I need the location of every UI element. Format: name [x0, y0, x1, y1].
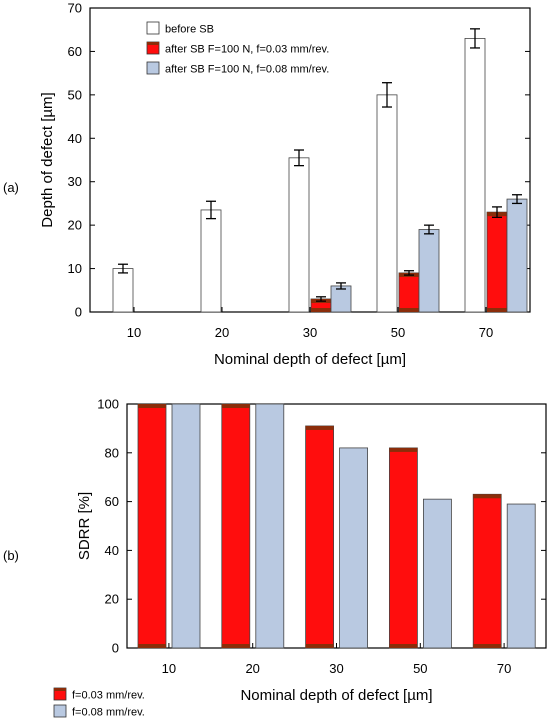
bar-f008 — [330, 285, 352, 313]
x-tick-label: 20 — [215, 325, 229, 340]
y-tick-label: 30 — [68, 174, 82, 189]
bar-bottom-band — [305, 644, 334, 648]
bar-bottom-band — [138, 644, 166, 648]
bar-before — [376, 94, 398, 313]
y-tick-label: 20 — [68, 218, 82, 233]
legend-label: f=0.08 mm/rev. — [72, 707, 145, 719]
y-tick-label: 40 — [68, 131, 82, 146]
y-tick-label: 80 — [105, 445, 119, 460]
chart-a: 0 10 20 30 40 50 60 70 10 20 30 50 70 Nominal depth o… — [39, 1, 531, 368]
legend-swatch-band — [54, 688, 66, 691]
legend-label: after SB F=100 N, f=0.03 mm/rev. — [165, 44, 329, 56]
bar-f003 — [137, 403, 167, 649]
bar-f008 — [506, 503, 536, 649]
bar-f003 — [472, 493, 502, 649]
x-tick-label: 30 — [329, 661, 343, 676]
x-tick-label: 50 — [391, 325, 405, 340]
y-axis-title: SDRR [%] — [76, 492, 93, 560]
y-tick-label: 10 — [68, 261, 82, 276]
y-tick-label: 0 — [75, 305, 82, 320]
bar-before — [112, 268, 134, 313]
y-tick-label: 40 — [105, 543, 119, 558]
bar-bottom-band — [311, 308, 331, 312]
legend-label: f=0.03 mm/rev. — [72, 690, 145, 702]
legend-label: before SB — [165, 24, 214, 36]
bar-f003 — [486, 211, 508, 313]
y-tick-label: 50 — [68, 87, 82, 102]
bar-f008 — [255, 403, 285, 649]
bar-before — [200, 209, 222, 313]
x-tick-label: 70 — [497, 661, 511, 676]
y-tick-label: 70 — [68, 1, 82, 16]
bar-top-band — [221, 404, 250, 408]
y-axis-title: Depth of defect [µm] — [39, 92, 56, 227]
bar-f003 — [388, 447, 418, 649]
bar-f008 — [339, 447, 369, 649]
bar-f008 — [418, 229, 440, 313]
y-tick-label: 60 — [68, 44, 82, 59]
y-tick-label: 20 — [105, 592, 119, 607]
panel-label-a: (a) — [3, 180, 19, 195]
x-tick-label: 30 — [303, 325, 317, 340]
chart-b: 0 20 40 60 80 100 10 20 30 50 70 Nominal depth of d… — [53, 397, 547, 719]
bar-top-band — [305, 425, 334, 430]
bar-f003 — [398, 272, 420, 313]
bar-top-band — [389, 447, 418, 452]
x-tick-label: 10 — [127, 325, 141, 340]
bar-bottom-band — [221, 644, 250, 648]
bar-top-band — [473, 494, 502, 499]
x-tick-label: 70 — [479, 325, 493, 340]
bar-bottom-band — [473, 644, 502, 648]
bar-bottom-band — [487, 308, 507, 312]
legend-swatch-band — [147, 42, 159, 45]
bar-before — [464, 38, 486, 313]
x-axis-title: Nominal depth of defect [µm] — [240, 687, 432, 704]
bar-before — [288, 157, 310, 313]
bar-f008 — [171, 403, 201, 649]
panel-label-b: (b) — [3, 548, 19, 563]
bar-f003 — [305, 425, 335, 649]
bar-f008 — [506, 198, 528, 313]
legend-swatch-before — [146, 21, 160, 35]
legend-swatch-f008 — [146, 61, 160, 75]
x-tick-label: 20 — [245, 661, 259, 676]
x-tick-label: 50 — [413, 661, 427, 676]
y-tick-label: 0 — [112, 641, 119, 656]
legend-swatch-f008 — [53, 704, 67, 718]
bar-top-band — [138, 404, 166, 408]
y-tick-label: 60 — [105, 494, 119, 509]
bar-bottom-band — [399, 308, 419, 312]
bar-f003 — [221, 403, 251, 649]
bar-f008 — [422, 498, 452, 649]
y-tick-label: 100 — [97, 397, 119, 412]
x-axis-title: Nominal depth of defect [µm] — [214, 351, 406, 368]
x-tick-label: 10 — [162, 661, 176, 676]
bar-bottom-band — [389, 644, 418, 648]
legend-label: after SB F=100 N, f=0.08 mm/rev. — [165, 64, 329, 76]
